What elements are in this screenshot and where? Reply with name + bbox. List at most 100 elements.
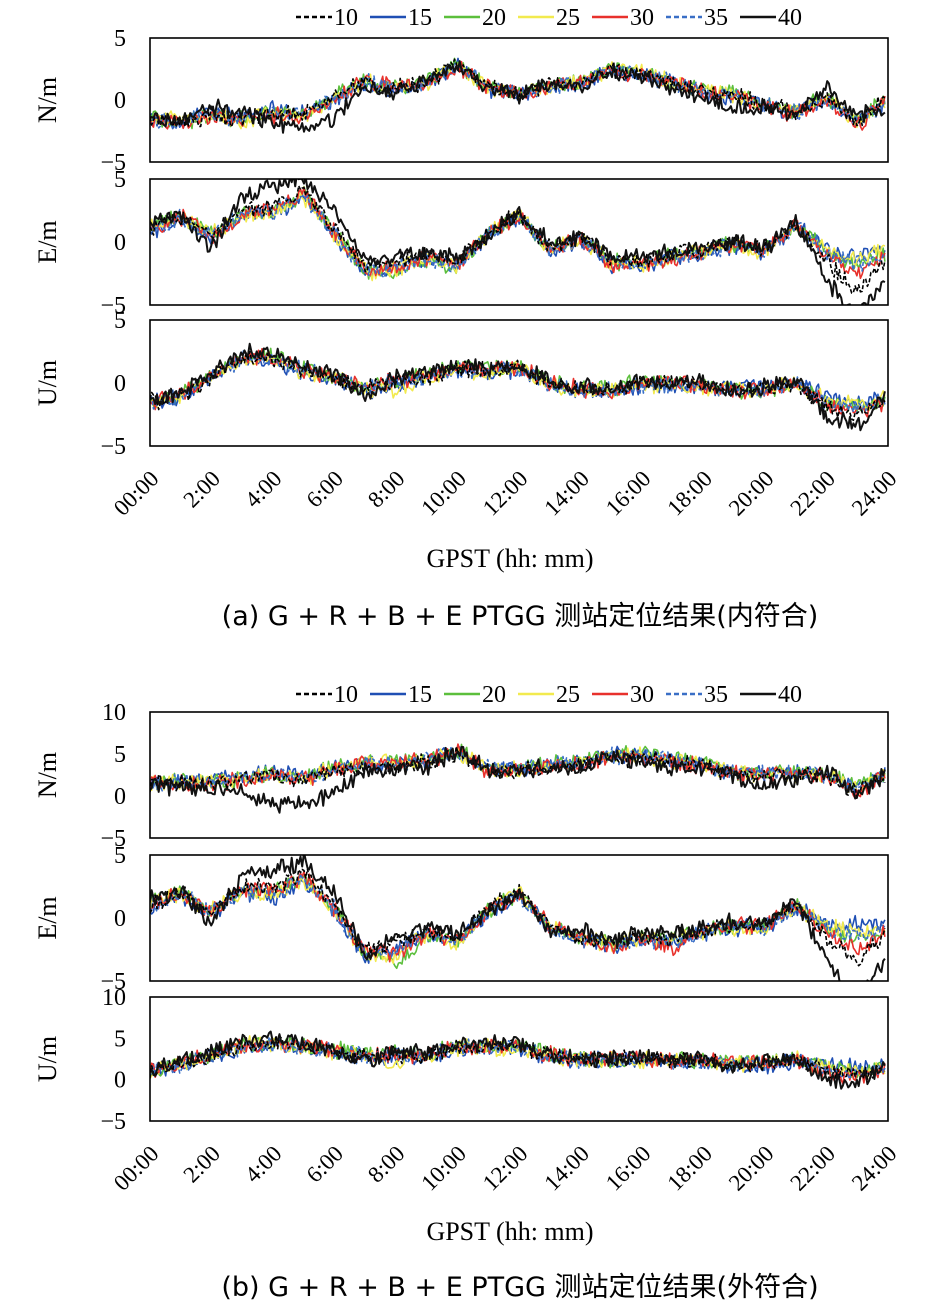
plot-frame bbox=[149, 37, 889, 163]
y-tick-label: 5 bbox=[114, 308, 126, 334]
x-tick-label: 2:00 bbox=[178, 1141, 225, 1188]
figure-caption: (a) G + R + B + E PTGG 测站定位结果(内符合) bbox=[222, 601, 819, 632]
chart-b: 10 15 20 25 30 35 40 10 5 0 −5 N/m 5 0 −5 E/m 10 5 0 −5 U/m 0… bbox=[33, 682, 902, 1303]
series-line-35 bbox=[150, 349, 886, 415]
x-tick-label: 2:00 bbox=[178, 466, 225, 513]
x-tick-label: 16:00 bbox=[601, 466, 656, 521]
x-tick-label: 24:00 bbox=[847, 466, 902, 521]
x-tick-label: 8:00 bbox=[363, 1141, 410, 1188]
x-tick-label: 14:00 bbox=[539, 1141, 594, 1196]
y-tick-label: 0 bbox=[114, 906, 126, 932]
legend-label-35: 35 bbox=[704, 682, 728, 708]
y-axis-label: U/m bbox=[33, 360, 62, 406]
y-tick-label: 10 bbox=[102, 700, 126, 726]
y-tick-label: 0 bbox=[114, 371, 126, 397]
legend-label-15: 15 bbox=[408, 682, 432, 708]
legend-label-20: 20 bbox=[482, 682, 506, 708]
y-tick-label: 5 bbox=[114, 742, 126, 768]
legend: 10 15 20 25 30 35 40 bbox=[296, 682, 802, 708]
x-tick-label: 10:00 bbox=[416, 1141, 471, 1196]
x-tick-label: 00:00 bbox=[109, 1141, 164, 1196]
legend-label-40: 40 bbox=[778, 682, 802, 708]
x-tick-label: 16:00 bbox=[601, 1141, 656, 1196]
series-traces bbox=[150, 855, 886, 981]
series-traces bbox=[150, 342, 886, 432]
y-tick-label: 10 bbox=[102, 985, 126, 1011]
x-tick-label: 12:00 bbox=[478, 1141, 533, 1196]
x-tick-label: 12:00 bbox=[478, 466, 533, 521]
y-tick-label: 0 bbox=[114, 1068, 126, 1094]
plot-frame bbox=[149, 178, 889, 306]
x-tick-label: 18:00 bbox=[662, 466, 717, 521]
panel-N-m: 5 0 −5 N/m bbox=[33, 26, 889, 176]
legend-label-30: 30 bbox=[630, 5, 654, 31]
x-tick-labels: 00:00 2:00 4:00 6:00 8:00 10:00 12:00 14:00 16:0… bbox=[109, 1141, 902, 1196]
x-tick-label: 22:00 bbox=[785, 466, 840, 521]
series-line-10 bbox=[150, 350, 886, 422]
x-tick-label: 20:00 bbox=[724, 1141, 779, 1196]
y-tick-label: 5 bbox=[114, 167, 126, 193]
series-line-40 bbox=[150, 1030, 886, 1090]
legend-label-10: 10 bbox=[334, 5, 358, 31]
panel-U-m: 5 0 −5 U/m bbox=[33, 308, 889, 460]
y-axis-label: E/m bbox=[33, 896, 62, 939]
legend-label-10: 10 bbox=[334, 682, 358, 708]
panel-U-m: 10 5 0 −5 U/m bbox=[33, 985, 889, 1135]
x-tick-labels: 00:00 2:00 4:00 6:00 8:00 10:00 12:00 14:00 16:0… bbox=[109, 466, 902, 521]
x-tick-label: 10:00 bbox=[416, 466, 471, 521]
y-tick-label: −5 bbox=[100, 1109, 126, 1135]
x-tick-label: 4:00 bbox=[240, 466, 287, 513]
y-tick-label: 0 bbox=[114, 230, 126, 256]
series-traces bbox=[150, 743, 886, 814]
panel-N-m: 10 5 0 −5 N/m bbox=[33, 700, 889, 852]
series-traces bbox=[150, 57, 886, 134]
series-line-40 bbox=[150, 745, 886, 814]
series-line-30 bbox=[150, 186, 886, 280]
legend-label-15: 15 bbox=[408, 5, 432, 31]
plot-frame bbox=[149, 711, 889, 839]
series-line-40 bbox=[150, 855, 886, 981]
legend-label-30: 30 bbox=[630, 682, 654, 708]
y-axis-label: U/m bbox=[33, 1036, 62, 1082]
legend-label-35: 35 bbox=[704, 5, 728, 31]
y-tick-label: −5 bbox=[100, 293, 126, 319]
series-line-15 bbox=[150, 193, 886, 278]
x-tick-label: 6:00 bbox=[301, 466, 348, 513]
series-line-35 bbox=[150, 194, 886, 279]
x-tick-label: 14:00 bbox=[539, 466, 594, 521]
y-tick-label: −5 bbox=[100, 434, 126, 460]
x-axis-title: GPST (hh: mm) bbox=[426, 1217, 593, 1246]
legend-label-25: 25 bbox=[556, 5, 580, 31]
x-tick-label: 00:00 bbox=[109, 466, 164, 521]
y-tick-label: −5 bbox=[100, 969, 126, 995]
panel-E-m: 5 0 −5 E/m bbox=[33, 167, 889, 319]
x-tick-label: 6:00 bbox=[301, 1141, 348, 1188]
y-axis-label: N/m bbox=[33, 77, 62, 123]
x-tick-label: 20:00 bbox=[724, 466, 779, 521]
chart-a: 10 15 20 25 30 35 40 5 0 −5 N/m 5 0 −5 E/m 5 0 −5 U/m 00:00… bbox=[33, 5, 902, 632]
plot-frame bbox=[149, 996, 889, 1122]
x-tick-label: 24:00 bbox=[847, 1141, 902, 1196]
series-traces bbox=[150, 179, 886, 305]
series-line-40 bbox=[150, 179, 886, 305]
x-tick-label: 18:00 bbox=[662, 1141, 717, 1196]
plot-frame bbox=[149, 319, 889, 447]
y-axis-label: N/m bbox=[33, 752, 62, 798]
y-tick-label: 0 bbox=[114, 88, 126, 114]
series-traces bbox=[150, 1030, 886, 1090]
figure-caption: (b) G + R + B + E PTGG 测站定位结果(外符合) bbox=[221, 1272, 818, 1303]
y-tick-label: −5 bbox=[100, 150, 126, 176]
legend: 10 15 20 25 30 35 40 bbox=[296, 5, 802, 31]
panel-E-m: 5 0 −5 E/m bbox=[33, 843, 889, 995]
plot-frame bbox=[149, 854, 889, 982]
series-line-20 bbox=[150, 185, 886, 280]
y-axis-label: E/m bbox=[33, 220, 62, 263]
x-tick-label: 22:00 bbox=[785, 1141, 840, 1196]
legend-label-20: 20 bbox=[482, 5, 506, 31]
x-tick-label: 8:00 bbox=[363, 466, 410, 513]
x-axis-title: GPST (hh: mm) bbox=[426, 544, 593, 573]
legend-label-40: 40 bbox=[778, 5, 802, 31]
legend-label-25: 25 bbox=[556, 682, 580, 708]
y-tick-label: −5 bbox=[100, 826, 126, 852]
